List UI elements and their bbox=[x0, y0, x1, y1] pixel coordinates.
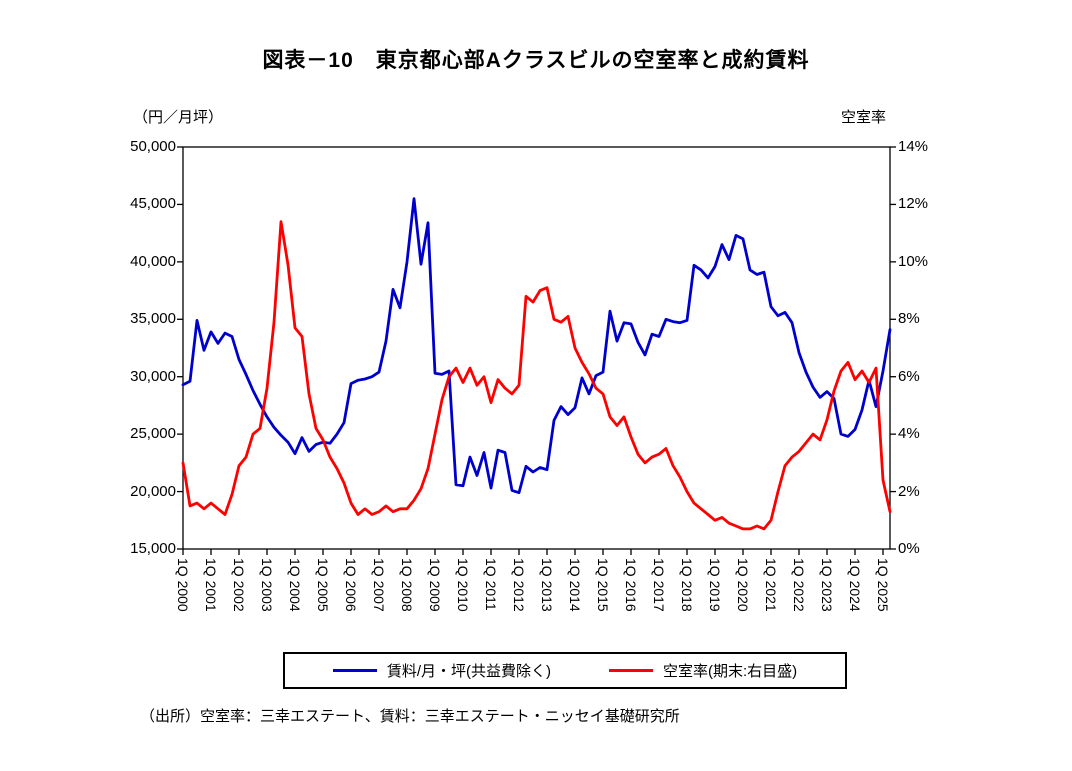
x-axis-tick-label: 1Q 2025 bbox=[875, 558, 891, 612]
x-axis-tick-label: 1Q 2012 bbox=[511, 558, 527, 612]
legend-label-rent: 賃料/月・坪(共益費除く) bbox=[386, 663, 551, 680]
y-axis-right-tick-label: 6% bbox=[898, 367, 920, 385]
legend: 賃料/月・坪(共益費除く) 空室率(期末:右目盛) bbox=[283, 652, 847, 689]
chart-plot-area bbox=[177, 146, 896, 555]
x-axis-tick-label: 1Q 2005 bbox=[315, 558, 331, 612]
x-axis-tick-label: 1Q 2020 bbox=[735, 558, 751, 612]
x-axis-tick-label: 1Q 2019 bbox=[707, 558, 723, 612]
y-axis-right-tick-label: 2% bbox=[898, 482, 920, 500]
y-axis-left-tick-label: 30,000 bbox=[130, 367, 176, 385]
y-axis-right-tick-label: 4% bbox=[898, 425, 920, 443]
x-axis-tick-label: 1Q 2023 bbox=[819, 558, 835, 612]
y-axis-right-tick-label: 8% bbox=[898, 310, 920, 328]
y-axis-left-tick-label: 45,000 bbox=[130, 195, 176, 213]
y-axis-left-tick-label: 50,000 bbox=[130, 138, 176, 155]
y-axis-right-tick-label: 12% bbox=[898, 195, 929, 213]
x-axis-tick-label: 1Q 2010 bbox=[455, 558, 471, 612]
x-axis-tick-label: 1Q 2009 bbox=[427, 558, 443, 612]
x-axis-tick-label: 1Q 2024 bbox=[847, 558, 863, 612]
x-axis-tick-label: 1Q 2017 bbox=[651, 558, 667, 612]
x-axis-tick-label: 1Q 2021 bbox=[763, 558, 779, 612]
y-axis-right-tick-label: 10% bbox=[898, 252, 929, 270]
source-note: （出所）空室率：三幸エステート、賃料：三幸エステート・ニッセイ基礎研究所 bbox=[140, 708, 680, 725]
y-axis-left-tick-label: 35,000 bbox=[130, 310, 176, 328]
x-axis-tick-label: 1Q 2014 bbox=[567, 558, 583, 612]
x-axis-tick-label: 1Q 2006 bbox=[343, 558, 359, 612]
x-axis-tick-label: 1Q 2002 bbox=[231, 558, 247, 612]
y-axis-left-tick-label: 40,000 bbox=[130, 252, 176, 270]
right-axis-title: 空室率 bbox=[841, 109, 887, 126]
legend-label-vacancy: 空室率(期末:右目盛) bbox=[663, 663, 798, 680]
y-axis-left-tick-label: 25,000 bbox=[130, 425, 176, 443]
x-axis-tick-label: 1Q 2013 bbox=[539, 558, 555, 612]
y-axis-left-tick-label: 15,000 bbox=[130, 540, 176, 557]
legend-item-rent: 賃料/月・坪(共益費除く) bbox=[332, 660, 551, 681]
y-axis-right-tick-label: 0% bbox=[898, 540, 920, 557]
x-axis-tick-label: 1Q 2003 bbox=[259, 558, 275, 612]
x-axis-tick-label: 1Q 2007 bbox=[371, 558, 387, 612]
x-axis-tick-label: 1Q 2004 bbox=[287, 558, 303, 612]
x-axis-tick-label: 1Q 2016 bbox=[623, 558, 639, 612]
vacancy-line-sample bbox=[609, 669, 653, 672]
rent-line-sample bbox=[332, 669, 377, 672]
x-axis-tick-label: 1Q 2001 bbox=[203, 558, 219, 612]
series-line-0 bbox=[181, 197, 892, 495]
x-axis-tick-label: 1Q 2008 bbox=[399, 558, 415, 612]
chart-title: 図表－10 東京都心部Aクラスビルの空室率と成約賃料 bbox=[262, 49, 810, 72]
left-axis-unit-label: （円／月坪） bbox=[133, 109, 224, 126]
y-axis-left-tick-label: 20,000 bbox=[130, 482, 176, 500]
legend-item-vacancy: 空室率(期末:右目盛) bbox=[609, 660, 797, 681]
x-axis-tick-label: 1Q 2018 bbox=[679, 558, 695, 612]
x-axis-tick-label: 1Q 2015 bbox=[595, 558, 611, 612]
y-axis-right-tick-label: 14% bbox=[898, 138, 929, 155]
x-axis-tick-label: 1Q 2022 bbox=[791, 558, 807, 612]
x-axis-tick-label: 1Q 2000 bbox=[175, 558, 191, 612]
x-axis-tick-label: 1Q 2011 bbox=[483, 558, 499, 611]
series-line-1 bbox=[181, 220, 892, 531]
